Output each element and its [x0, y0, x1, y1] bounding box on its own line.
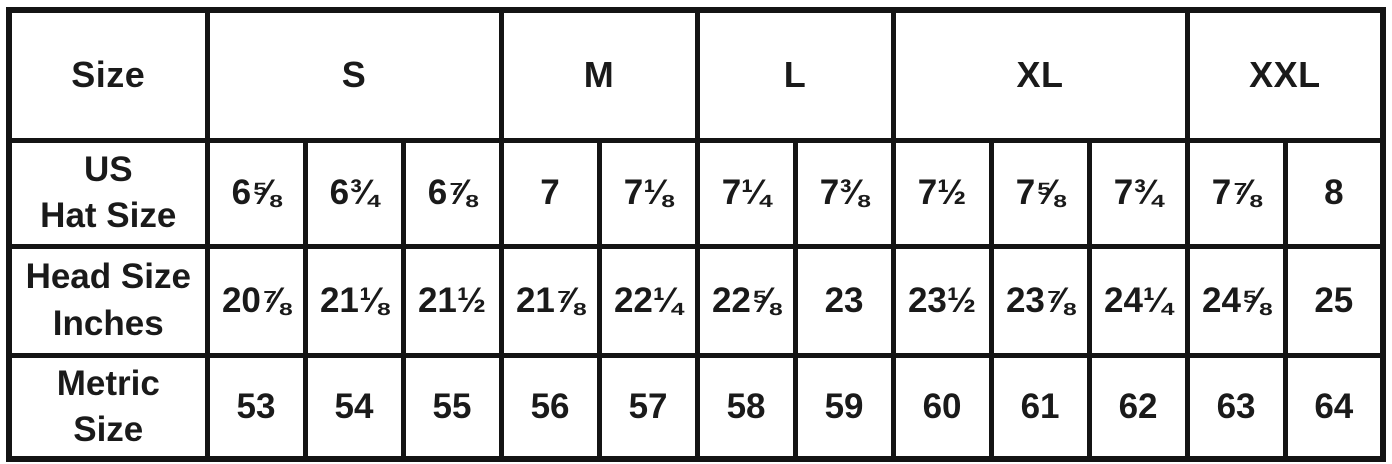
metric-size-cell: 55	[400, 352, 504, 462]
head-size-inches-cell: 23⅞	[988, 243, 1092, 358]
row-label-line: Inches	[52, 303, 164, 343]
row-label-us-hat-size: US Hat Size	[6, 137, 210, 249]
metric-size-cell: 57	[596, 352, 700, 462]
us-hat-size-cell: 7	[498, 137, 602, 249]
row-label-line: US	[83, 149, 133, 189]
size-group-xxl: XXL	[1184, 7, 1386, 143]
corner-cell-size: Size	[6, 7, 210, 143]
us-hat-size-cell: 7½	[890, 137, 994, 249]
row-label-line: Hat Size	[40, 196, 177, 235]
row-label-line: Metric	[56, 363, 160, 403]
head-size-inches-cell: 23½	[890, 243, 994, 358]
metric-size-row: Metric Size 53 54 55 56 57 58 59 60 61 6…	[6, 352, 1386, 462]
us-hat-size-cell: 6¾	[302, 137, 406, 249]
head-size-inches-cell: 20⅞	[204, 243, 308, 358]
us-hat-size-cell: 7¼	[694, 137, 798, 249]
head-size-inches-cell: 21½	[400, 243, 504, 358]
us-hat-size-cell: 6⅝	[204, 137, 308, 249]
us-hat-size-cell: 7¾	[1086, 137, 1190, 249]
head-size-inches-cell: 24¼	[1086, 243, 1190, 358]
head-size-inches-cell: 23	[792, 243, 896, 358]
head-size-inches-cell: 21⅞	[498, 243, 602, 358]
row-label-line: Head Size	[25, 257, 191, 297]
metric-size-cell: 62	[1086, 352, 1190, 462]
head-size-inches-cell: 24⅝	[1184, 243, 1288, 358]
size-group-l: L	[694, 7, 896, 143]
head-size-inches-cell: 22¼	[596, 243, 700, 358]
us-hat-size-cell: 8	[1282, 137, 1386, 249]
metric-size-cell: 61	[988, 352, 1092, 462]
size-header-row: Size S M L XL XXL	[6, 7, 1386, 143]
size-group-xl: XL	[890, 7, 1190, 143]
size-group-s: S	[204, 7, 504, 143]
metric-size-cell: 64	[1282, 352, 1386, 462]
metric-size-cell: 54	[302, 352, 406, 462]
size-group-m: M	[498, 7, 700, 143]
row-label-metric-size: Metric Size	[6, 352, 210, 462]
head-size-inches-cell: 22⅝	[694, 243, 798, 358]
us-hat-size-cell: 7⅞	[1184, 137, 1288, 249]
head-size-inches-row: Head Size Inches 20⅞ 21⅛ 21½ 21⅞ 22¼ 22⅝…	[6, 243, 1386, 358]
hat-size-table: Size S M L XL XXL US Hat Size 6⅝ 6¾ 6⅞ 7…	[6, 7, 1387, 462]
row-label-line: Size	[73, 409, 144, 449]
metric-size-cell: 59	[792, 352, 896, 462]
us-hat-size-cell: 7⅝	[988, 137, 1092, 249]
us-hat-size-row: US Hat Size 6⅝ 6¾ 6⅞ 7 7⅛ 7¼ 7⅜ 7½ 7⅝ 7¾…	[6, 137, 1386, 249]
us-hat-size-cell: 7⅛	[596, 137, 700, 249]
metric-size-cell: 60	[890, 352, 994, 462]
us-hat-size-cell: 6⅞	[400, 137, 504, 249]
metric-size-cell: 63	[1184, 352, 1288, 462]
metric-size-cell: 58	[694, 352, 798, 462]
metric-size-cell: 53	[204, 352, 308, 462]
row-label-head-size-inches: Head Size Inches	[6, 243, 210, 358]
head-size-inches-cell: 25	[1282, 243, 1386, 358]
metric-size-cell: 56	[498, 352, 602, 462]
us-hat-size-cell: 7⅜	[792, 137, 896, 249]
head-size-inches-cell: 21⅛	[302, 243, 406, 358]
